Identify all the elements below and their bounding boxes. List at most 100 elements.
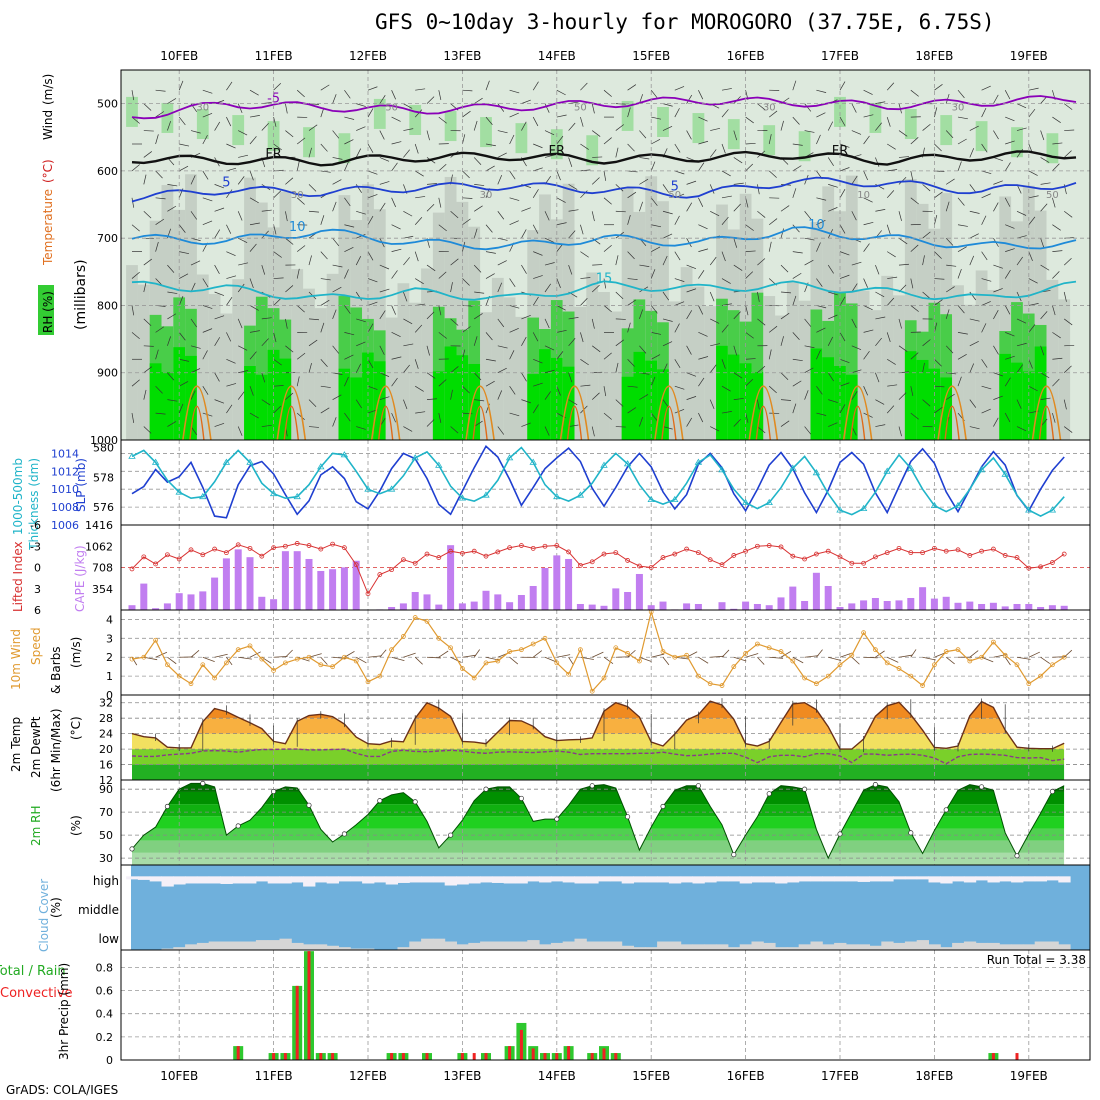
cloud-high-bar [185, 876, 198, 884]
wind-barb [709, 184, 715, 194]
wind-barb [816, 89, 827, 93]
wind-barb [544, 283, 552, 293]
wind-barb [155, 218, 165, 226]
wind-barb [957, 197, 965, 206]
rh-field [668, 301, 681, 440]
isotherm-25 [283, 405, 299, 441]
rh-field [940, 314, 953, 440]
wind-barb [202, 197, 213, 202]
wind-barb [462, 170, 470, 179]
wind-barb [1052, 250, 1063, 252]
wind-barb [792, 332, 800, 341]
wind-barb [816, 412, 827, 416]
wind-barb [721, 216, 729, 225]
li-tick: 0 [34, 562, 41, 575]
thickness-point [175, 488, 183, 495]
wind-barb [816, 134, 821, 145]
thickness-point [789, 464, 797, 471]
thickness-point [718, 466, 726, 473]
rh-field [550, 357, 563, 440]
cape-bar [152, 608, 160, 610]
cloud-high-bar [609, 876, 623, 882]
wind-barb [934, 214, 938, 225]
cloud-low-bar [621, 945, 634, 950]
cloud-low-bar [196, 942, 210, 950]
wind-barb [863, 221, 874, 226]
wind-barb [969, 399, 977, 408]
wind-barb [816, 305, 827, 309]
cape-bar [317, 570, 325, 610]
thickness-point [765, 498, 773, 506]
cloud-low-bar [645, 947, 658, 950]
wind-barb [426, 419, 435, 427]
wind-barb [792, 165, 802, 172]
wind-barb [1028, 251, 1033, 262]
wind-barb [863, 114, 874, 118]
wind-barb [332, 417, 337, 427]
wind-barb [650, 412, 658, 422]
wind-barb [981, 278, 992, 282]
wind-barb [603, 305, 612, 313]
cape-bar [824, 585, 832, 610]
li-label: Lifted Index [11, 541, 25, 612]
cloud-high-bar [126, 876, 139, 880]
li-point [589, 559, 595, 565]
precip-tick: 0.6 [96, 985, 114, 998]
thickness-point [505, 454, 514, 461]
wind-barb [745, 197, 749, 208]
wind-barb [320, 359, 328, 367]
wind-barb [745, 163, 754, 172]
rh-field [586, 272, 599, 440]
wind-barb [662, 103, 673, 107]
isotherm-label: 15 [596, 271, 613, 286]
wind-barb [898, 318, 902, 329]
wind-barb-10m [391, 656, 405, 662]
wind-barb [886, 116, 891, 127]
rh-point [908, 830, 914, 836]
wind-barb [1004, 412, 1011, 423]
wind-barb [780, 372, 789, 381]
wind-barb [544, 318, 550, 329]
wind-barb [710, 343, 721, 347]
wind-barb [1028, 216, 1036, 225]
wind-barb [521, 336, 527, 346]
wind-barb [143, 130, 154, 132]
rh-field [975, 270, 988, 440]
wind-speed-point [578, 647, 583, 653]
wind-barb [367, 323, 374, 333]
rh-field [161, 372, 174, 440]
cloud-low-bar [904, 941, 918, 950]
wind-barb [332, 264, 343, 268]
wind-barb [993, 395, 1003, 400]
wind-barb [804, 237, 815, 241]
wind-barb [273, 82, 282, 91]
wind-barb [839, 358, 850, 364]
wind-barb [650, 197, 658, 206]
wind-tick: 1 [106, 670, 113, 683]
wind-barb [556, 89, 566, 96]
wind-barb [1005, 116, 1015, 122]
wind-barb [721, 385, 731, 392]
wind-barb [450, 258, 459, 266]
wind-barb [568, 338, 576, 347]
li-point [920, 550, 925, 556]
rh-field [255, 374, 268, 440]
date-label-top: 15FEB [632, 49, 670, 63]
cloud-low-bar [527, 940, 540, 950]
wind-barb [379, 345, 385, 355]
wind-barb [686, 372, 697, 377]
wind-speed-point [896, 666, 902, 671]
wind-barb [969, 340, 979, 347]
precip-convective-bar [1015, 1053, 1019, 1060]
temp-tick: 12 [99, 774, 113, 787]
wind-barb [615, 255, 619, 266]
cloud-low-bar [480, 941, 493, 950]
precip-tick: 0 [106, 1054, 113, 1067]
cloud-low-bar [845, 944, 859, 950]
wind-barb [332, 179, 342, 185]
rh-contour-label: 30 [952, 102, 965, 113]
wind-barb [591, 211, 595, 222]
wind-barb [273, 358, 282, 366]
wind-barb [863, 197, 873, 203]
wind-barb [568, 122, 576, 131]
